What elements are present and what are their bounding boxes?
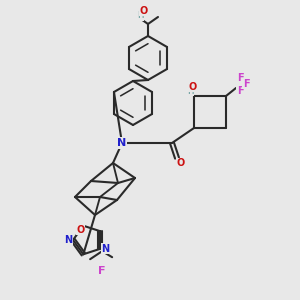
Text: N: N [117, 138, 127, 148]
Text: N: N [101, 244, 109, 254]
Text: N: N [64, 235, 72, 245]
Text: F: F [237, 73, 243, 83]
Text: F: F [237, 86, 243, 96]
Text: F: F [98, 266, 106, 276]
Text: O: O [177, 158, 185, 168]
Text: H: H [187, 86, 193, 95]
Text: F: F [243, 79, 249, 89]
Text: O: O [76, 225, 85, 235]
Text: O: O [189, 82, 197, 92]
Text: H: H [137, 11, 143, 20]
Text: O: O [140, 6, 148, 16]
